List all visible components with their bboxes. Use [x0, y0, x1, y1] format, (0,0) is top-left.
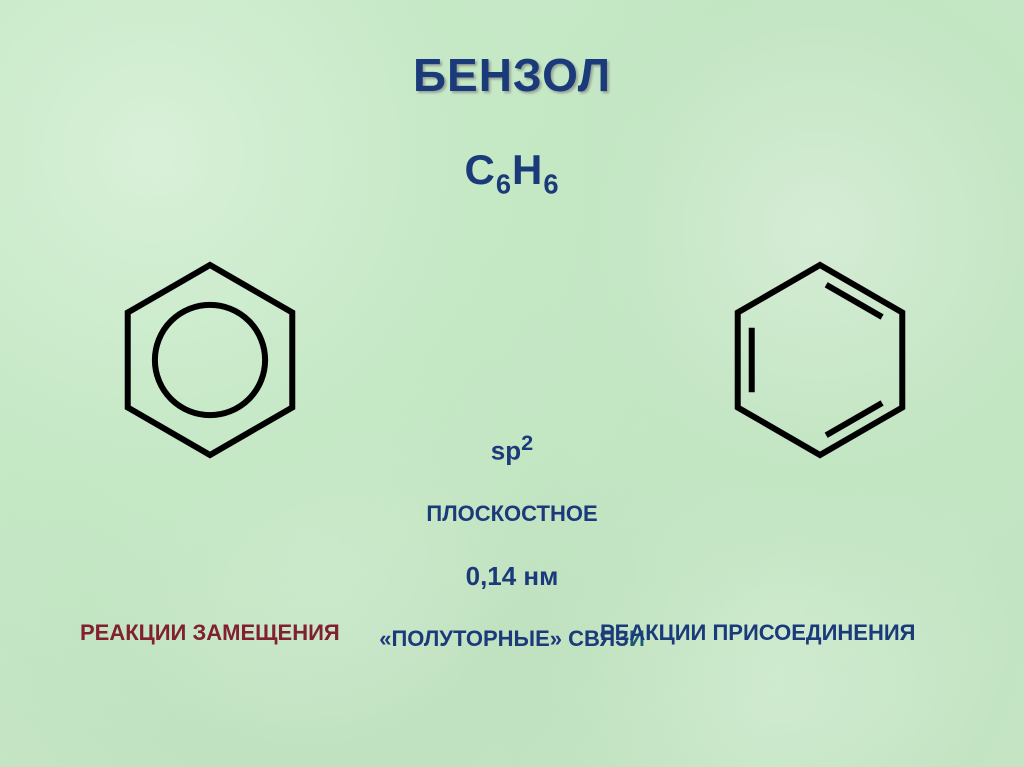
formula-h: Н	[512, 146, 543, 193]
molecular-formula: С6Н6	[464, 146, 559, 200]
formula-sub2: 6	[543, 168, 559, 199]
captions-row: РЕАКЦИИ ЗАМЕЩЕНИЯ РЕАКЦИИ ПРИСОЕДИНЕНИЯ	[0, 620, 1024, 660]
formula-c: С	[464, 146, 495, 193]
caption-substitution: РЕАКЦИИ ЗАМЕЩЕНИЯ	[80, 620, 340, 646]
caption-addition: РЕАКЦИИ ПРИСОЕДИНЕНИЯ	[600, 620, 915, 646]
center-line-2: 0,14 нм	[466, 561, 559, 592]
center-line-1: ПЛОСКОСТНОЕ	[426, 501, 597, 527]
benzene-kekule-structure	[720, 260, 920, 460]
formula-sub1: 6	[496, 168, 512, 199]
page-title: БЕНЗОЛ	[413, 48, 611, 102]
benzene-circle-structure	[110, 260, 310, 460]
center-properties: sp2ПЛОСКОСТНОЕ0,14 нм«ПОЛУТОРНЫЕ» СВЯЗИ	[379, 430, 645, 652]
center-line-0: sp2	[491, 430, 533, 467]
